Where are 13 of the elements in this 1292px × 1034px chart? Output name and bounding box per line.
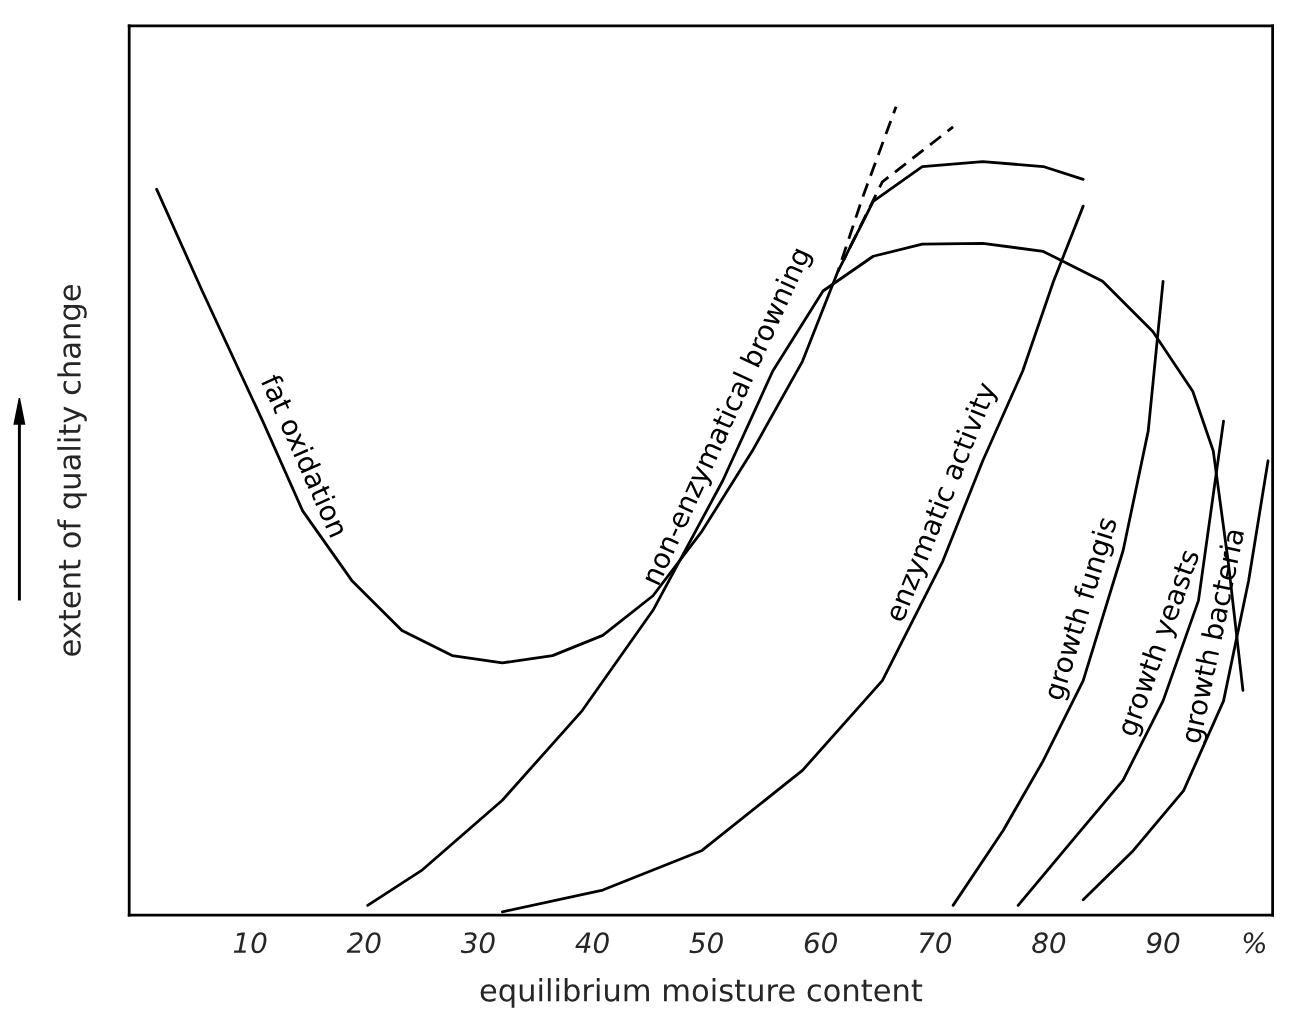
x-tick-label: 40	[575, 932, 609, 954]
x-tick-label: 90	[1146, 932, 1180, 954]
x-tick-label: 30	[460, 932, 495, 954]
x-tick-label: %	[1243, 932, 1266, 954]
x-axis-title: equilibrium moisture content	[480, 978, 923, 1008]
x-tick-label: 60	[804, 932, 837, 954]
y-axis-title: extent of quality change	[57, 285, 87, 656]
x-tick-label: 50	[689, 932, 723, 954]
x-tick-label: 10	[233, 932, 267, 954]
x-tick-label: 20	[346, 932, 381, 954]
x-tick-label: 80	[1032, 932, 1066, 954]
text: growth fungis	[1047, 517, 1118, 703]
x-tick-label: 70	[919, 932, 952, 954]
